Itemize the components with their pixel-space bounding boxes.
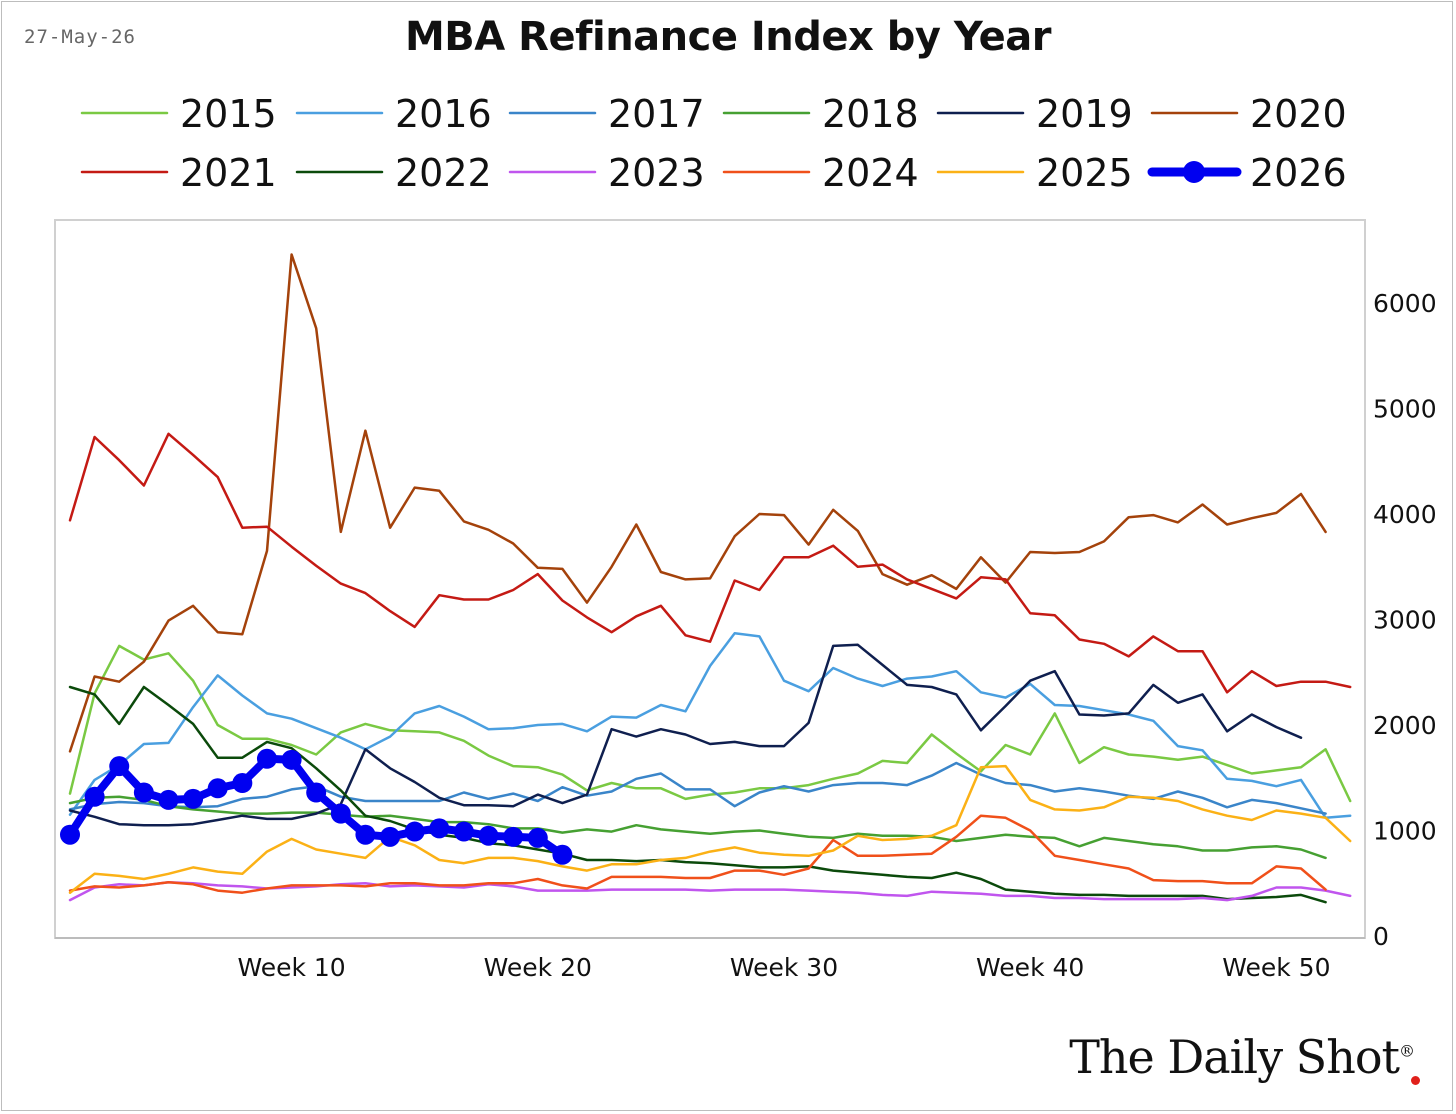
legend-label: 2021 xyxy=(180,151,277,195)
legend-label: 2023 xyxy=(608,151,705,195)
series-2021 xyxy=(68,432,1352,694)
data-point-2026 xyxy=(256,748,277,769)
data-point-2026 xyxy=(232,773,253,794)
legend-item-2024: 2024 xyxy=(722,151,919,195)
brand-registered-mark: ® xyxy=(1399,1041,1415,1061)
y-tick-label: 6000 xyxy=(1373,289,1437,318)
brand-dot-icon xyxy=(1411,1076,1420,1085)
series-2017 xyxy=(68,761,1327,815)
legend-label: 2025 xyxy=(1036,151,1133,195)
legend-item-2026: 2026 xyxy=(1147,151,1347,195)
data-point-2026 xyxy=(207,778,228,799)
y-tick-label: 4000 xyxy=(1373,500,1437,529)
data-point-2026 xyxy=(478,825,499,846)
y-tick-label: 3000 xyxy=(1373,606,1437,635)
data-point-2026 xyxy=(133,782,154,803)
legend-label: 2017 xyxy=(608,92,705,136)
legend-item-2015: 2015 xyxy=(80,92,277,136)
data-point-2026 xyxy=(281,749,302,770)
data-point-2026 xyxy=(527,827,548,848)
legend-item-2017: 2017 xyxy=(508,92,705,136)
series-2020 xyxy=(68,253,1327,753)
brand-logo: The Daily Shot® xyxy=(1069,1030,1415,1084)
series-2022 xyxy=(68,685,1327,904)
x-tick-label: Week 20 xyxy=(484,953,592,982)
series-line-2019 xyxy=(68,643,1303,827)
data-point-2026 xyxy=(183,788,204,809)
data-point-2026 xyxy=(429,818,450,839)
data-point-2026 xyxy=(453,821,474,842)
series-line-2023 xyxy=(68,880,1352,902)
data-point-2026 xyxy=(330,803,351,824)
legend-item-2018: 2018 xyxy=(722,92,919,136)
y-axis-ticks: 0 1000 2000 3000 4000 5000 6000 xyxy=(1373,289,1437,951)
x-tick-label: Week 30 xyxy=(730,953,838,982)
y-tick-label: 1000 xyxy=(1373,817,1437,846)
legend-label: 2015 xyxy=(180,92,277,136)
chart-legend: 2015 2016 2017 2018 2019 2020 2021 2022 2023 2024… xyxy=(80,92,1347,195)
series-line-2015 xyxy=(68,644,1352,803)
data-point-2026 xyxy=(158,789,179,810)
y-tick-label: 2000 xyxy=(1373,711,1437,740)
legend-item-2020: 2020 xyxy=(1150,92,1347,136)
series-line-2022 xyxy=(68,685,1327,904)
legend-item-2021: 2021 xyxy=(80,151,277,195)
series-2025 xyxy=(68,764,1352,894)
legend-label: 2024 xyxy=(822,151,919,195)
x-axis-ticks: Week 10 Week 20 Week 30 Week 40 Week 50 xyxy=(237,953,1330,982)
series-line-2020 xyxy=(68,253,1327,753)
data-point-2026 xyxy=(380,826,401,847)
legend-label: 2020 xyxy=(1250,92,1347,136)
legend-item-2016: 2016 xyxy=(295,92,492,136)
series-2023 xyxy=(68,880,1352,902)
legend-label: 2019 xyxy=(1036,92,1133,136)
series-2024 xyxy=(68,814,1327,894)
data-point-2026 xyxy=(404,821,425,842)
y-tick-label: 0 xyxy=(1373,922,1389,951)
legend-label: 2026 xyxy=(1250,151,1347,195)
series-2016 xyxy=(68,631,1352,820)
legend-label: 2018 xyxy=(822,92,919,136)
legend-item-2019: 2019 xyxy=(936,92,1133,136)
data-point-2026 xyxy=(109,756,130,777)
data-point-2026 xyxy=(84,786,105,807)
series-layer xyxy=(60,253,1352,904)
legend-label: 2016 xyxy=(395,92,492,136)
x-tick-label: Week 40 xyxy=(976,953,1084,982)
series-2015 xyxy=(68,644,1352,803)
data-point-2026 xyxy=(552,844,573,865)
legend-item-2025: 2025 xyxy=(936,151,1133,195)
chart-title: MBA Refinance Index by Year xyxy=(404,14,1052,60)
x-tick-label: Week 50 xyxy=(1222,953,1330,982)
series-2019 xyxy=(68,643,1303,827)
series-line-2025 xyxy=(68,764,1352,894)
legend-item-2023: 2023 xyxy=(508,151,705,195)
series-2026 xyxy=(60,748,573,865)
data-point-2026 xyxy=(355,824,376,845)
legend-label: 2022 xyxy=(395,151,492,195)
chart-date: 27-May-26 xyxy=(24,26,136,48)
data-point-2026 xyxy=(60,824,80,845)
series-2018 xyxy=(68,795,1327,860)
legend-item-2022: 2022 xyxy=(295,151,492,195)
series-line-2021 xyxy=(68,432,1352,694)
series-line-2018 xyxy=(68,795,1327,860)
data-point-2026 xyxy=(306,782,327,803)
legend-marker xyxy=(1183,161,1205,183)
series-line-2024 xyxy=(68,814,1327,894)
series-line-2017 xyxy=(68,761,1327,815)
data-point-2026 xyxy=(503,826,524,847)
y-tick-label: 5000 xyxy=(1373,395,1437,424)
x-tick-label: Week 10 xyxy=(237,953,345,982)
brand-name: The Daily Shot xyxy=(1069,1030,1400,1084)
series-line-2016 xyxy=(68,631,1352,820)
